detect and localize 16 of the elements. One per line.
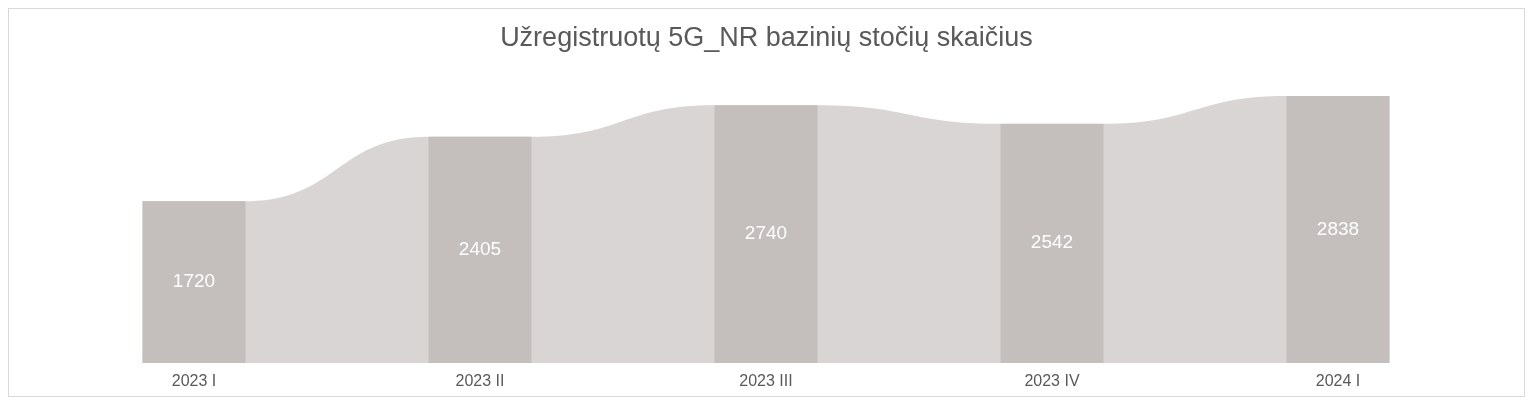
data-label: 2740	[744, 222, 788, 244]
data-label: 2838	[1316, 217, 1360, 239]
bar	[714, 105, 818, 363]
x-tick-label: 2023 I	[171, 372, 217, 389]
x-tick-label: 2024 I	[1315, 372, 1361, 389]
chart-title: Užregistruotų 5G_NR bazinių stočių skaičius	[500, 22, 1033, 52]
x-tick-label: 2023 II	[455, 372, 505, 389]
bar	[428, 136, 532, 363]
x-tick-label: 2023 III	[739, 372, 793, 389]
data-label: 2542	[1030, 231, 1074, 253]
bar	[1000, 123, 1104, 363]
data-label: 2405	[458, 237, 502, 259]
bar	[1286, 96, 1390, 363]
data-label: 1720	[172, 270, 216, 292]
bar	[142, 201, 246, 363]
x-tick-label: 2023 IV	[1024, 372, 1080, 389]
